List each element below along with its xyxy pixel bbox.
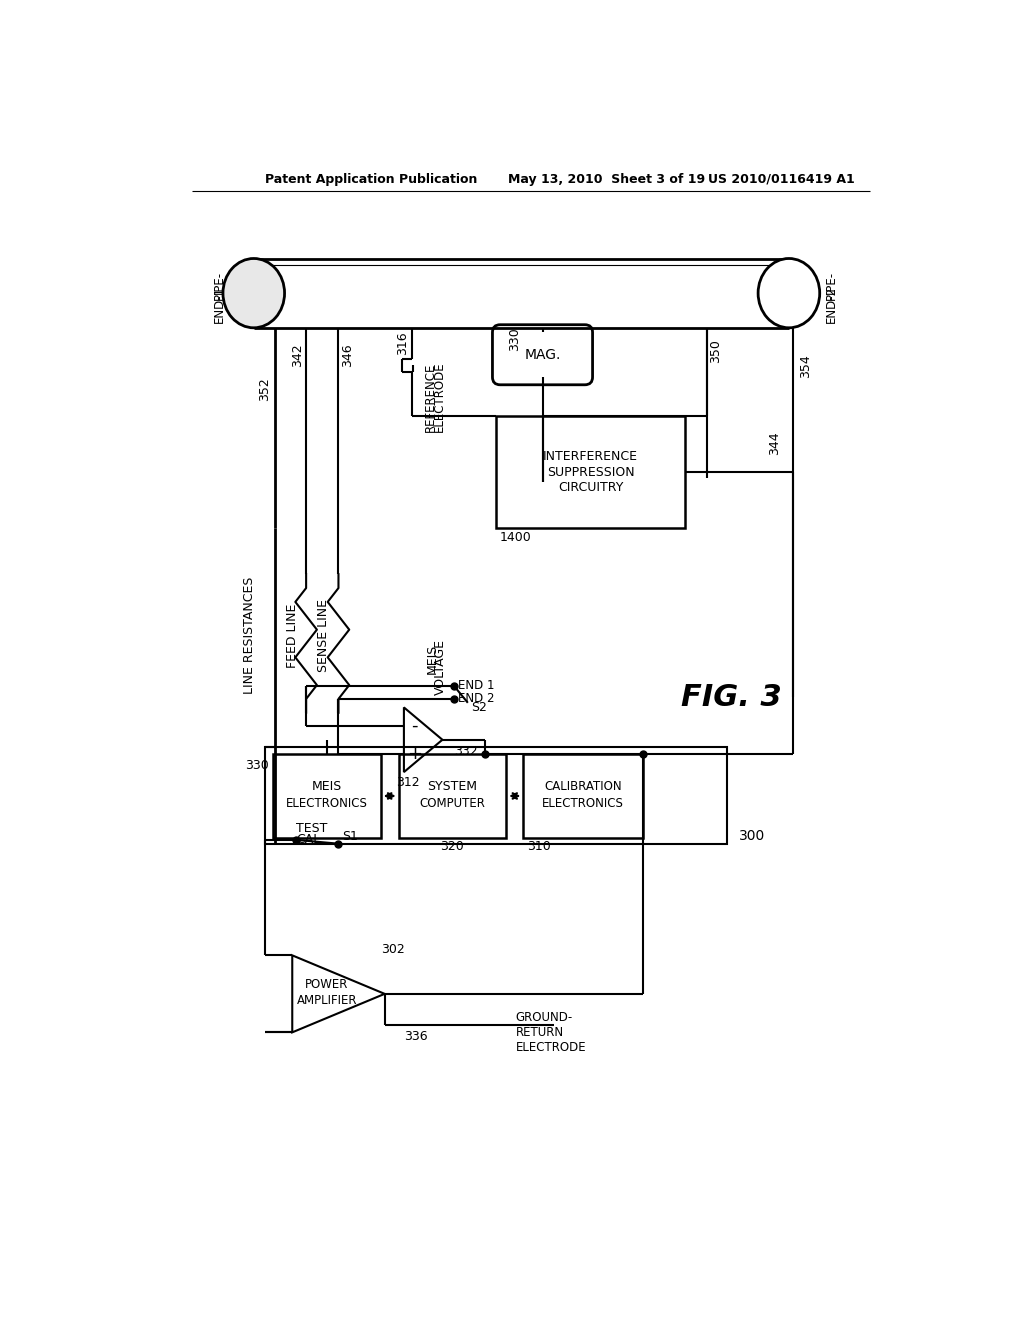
- Text: 1400: 1400: [500, 531, 531, 544]
- Bar: [523, 755, 643, 838]
- Ellipse shape: [758, 259, 819, 327]
- Text: 302: 302: [381, 942, 404, 956]
- Text: 352: 352: [258, 378, 271, 401]
- Text: ELECTRONICS: ELECTRONICS: [286, 797, 368, 810]
- Text: COMPUTER: COMPUTER: [420, 797, 485, 810]
- Text: 336: 336: [403, 1030, 427, 1043]
- Text: 320: 320: [440, 841, 464, 853]
- Text: SENSE LINE: SENSE LINE: [316, 599, 330, 672]
- Text: May 13, 2010  Sheet 3 of 19: May 13, 2010 Sheet 3 of 19: [508, 173, 705, 186]
- Text: 354: 354: [799, 355, 812, 378]
- Text: CAL: CAL: [296, 833, 321, 846]
- Text: POWER: POWER: [305, 978, 348, 991]
- Text: SUPPRESSION: SUPPRESSION: [547, 466, 635, 479]
- Text: 300: 300: [739, 829, 765, 843]
- Text: 346: 346: [341, 343, 353, 367]
- Text: LINE RESISTANCES: LINE RESISTANCES: [244, 577, 256, 694]
- Text: 316: 316: [396, 331, 410, 355]
- Text: REFERENCE: REFERENCE: [424, 363, 437, 432]
- Text: 312: 312: [396, 776, 420, 789]
- Text: END 2: END 2: [458, 693, 495, 705]
- Text: SYSTEM: SYSTEM: [427, 780, 477, 793]
- Text: 332: 332: [454, 744, 477, 758]
- Text: PIPE-: PIPE-: [824, 271, 838, 300]
- Bar: [398, 755, 506, 838]
- Text: 350: 350: [709, 339, 722, 363]
- Text: MEIS: MEIS: [426, 644, 439, 675]
- Text: 344: 344: [768, 432, 781, 455]
- Text: TEST: TEST: [296, 822, 328, 834]
- Bar: [273, 755, 381, 838]
- Bar: [265, 747, 727, 843]
- Text: FEED LINE: FEED LINE: [286, 603, 299, 668]
- Text: PIPE-: PIPE-: [213, 271, 225, 300]
- FancyBboxPatch shape: [493, 325, 593, 385]
- Text: ELECTRODE: ELECTRODE: [432, 362, 445, 433]
- Text: CIRCUITRY: CIRCUITRY: [558, 480, 624, 494]
- Text: 330: 330: [508, 327, 521, 351]
- Text: -: -: [412, 717, 418, 735]
- Text: MEIS: MEIS: [311, 780, 342, 793]
- Text: 310: 310: [527, 841, 551, 853]
- Text: ELECTRONICS: ELECTRONICS: [542, 797, 624, 810]
- Text: GROUND-
RETURN
ELECTRODE: GROUND- RETURN ELECTRODE: [515, 1011, 586, 1053]
- Text: 342: 342: [291, 343, 304, 367]
- Text: END-1: END-1: [213, 286, 225, 323]
- Text: FIG. 3: FIG. 3: [681, 682, 781, 711]
- Text: AMPLIFIER: AMPLIFIER: [297, 994, 357, 1007]
- Text: VOLTAGE: VOLTAGE: [434, 639, 447, 694]
- Text: END-2: END-2: [824, 286, 838, 323]
- Text: MAG.: MAG.: [524, 347, 561, 362]
- Ellipse shape: [223, 259, 285, 327]
- Text: S2: S2: [471, 701, 486, 714]
- Text: +: +: [408, 744, 422, 763]
- Text: CALIBRATION: CALIBRATION: [544, 780, 622, 793]
- Text: 330: 330: [246, 759, 269, 772]
- Text: Patent Application Publication: Patent Application Publication: [265, 173, 477, 186]
- Text: INTERFERENCE: INTERFERENCE: [543, 450, 638, 463]
- Text: END 1: END 1: [458, 680, 495, 693]
- Text: S1: S1: [342, 829, 358, 842]
- Text: US 2010/0116419 A1: US 2010/0116419 A1: [708, 173, 855, 186]
- Bar: [497, 416, 685, 528]
